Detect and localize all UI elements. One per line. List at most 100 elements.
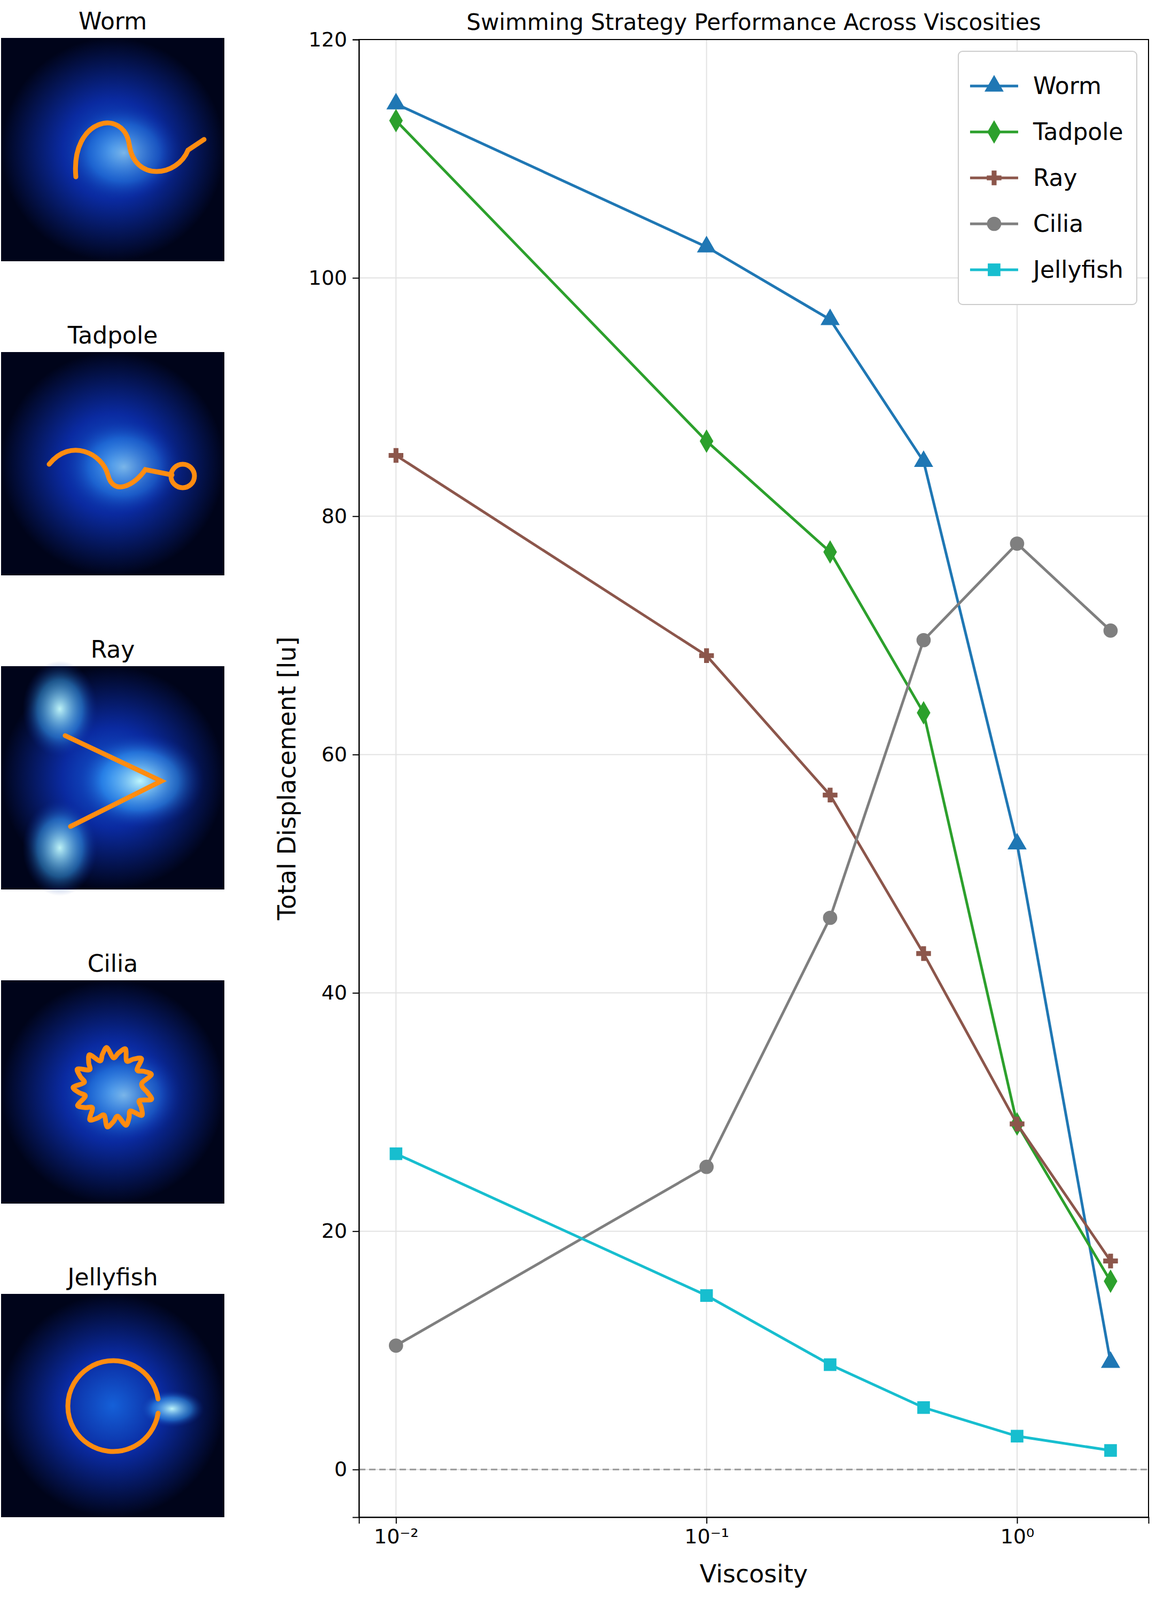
flow-glow bbox=[22, 799, 98, 896]
legend-label: Cilia bbox=[1033, 209, 1084, 238]
series-marker bbox=[389, 1147, 403, 1161]
series-marker bbox=[1103, 623, 1119, 638]
grid bbox=[358, 39, 1149, 1518]
x-axis-line bbox=[359, 1517, 1150, 1525]
thumbnail bbox=[1, 37, 225, 262]
panel-title: Cilia bbox=[87, 949, 138, 978]
grid-line-y bbox=[358, 1469, 1149, 1471]
x-tick-label: 10⁰ bbox=[1000, 1524, 1035, 1549]
y-tick-mark bbox=[352, 39, 359, 41]
panel-title: Tadpole bbox=[67, 321, 159, 349]
y-tick-label: 20 bbox=[321, 1219, 348, 1243]
y-tick: 40 bbox=[321, 980, 359, 1005]
y-axis: 020406080100120 bbox=[308, 27, 359, 1518]
legend-entry: Cilia bbox=[970, 209, 1084, 238]
y-tick-label: 60 bbox=[321, 742, 348, 767]
series-marker bbox=[823, 540, 837, 564]
legend-label: Jellyfish bbox=[1031, 255, 1124, 284]
reference-line bbox=[358, 1468, 1149, 1471]
thumbnail-background bbox=[1, 1293, 225, 1518]
legend-box bbox=[958, 51, 1137, 305]
y-axis-line bbox=[352, 40, 360, 1518]
legend-label: Worm bbox=[1033, 72, 1102, 100]
swimmer-body bbox=[73, 1047, 152, 1128]
x-tick-label: 10⁻¹ bbox=[684, 1524, 730, 1549]
swimmer-body bbox=[67, 1360, 159, 1452]
plot-frame bbox=[358, 39, 1149, 1518]
series-marker bbox=[1103, 1253, 1118, 1269]
y-tick: 80 bbox=[321, 504, 359, 528]
series-marker bbox=[388, 1338, 404, 1353]
x-tick-mark bbox=[1016, 1517, 1018, 1524]
series-line bbox=[395, 543, 1111, 1346]
panel-title: Ray bbox=[90, 635, 136, 663]
series-marker bbox=[389, 108, 403, 133]
legend-entry: Jellyfish bbox=[970, 255, 1124, 284]
legend-entry: Worm bbox=[970, 72, 1102, 100]
panel-title: Worm bbox=[78, 7, 147, 35]
grid-line-y bbox=[358, 992, 1149, 994]
swimmer-head bbox=[170, 464, 195, 488]
series-marker bbox=[699, 1159, 714, 1175]
swimmer-body bbox=[65, 735, 162, 827]
grid-line-y bbox=[358, 515, 1149, 517]
y-tick-label: 80 bbox=[321, 504, 348, 528]
x-tick: 10⁻¹ bbox=[684, 1517, 730, 1549]
thumbnail bbox=[1, 660, 225, 896]
flow-glow bbox=[65, 104, 183, 201]
series-marker bbox=[1104, 1443, 1118, 1457]
thumbnail-background bbox=[1, 352, 225, 576]
y-tick: 100 bbox=[308, 266, 359, 290]
series-marker bbox=[916, 633, 932, 648]
legend-marker bbox=[987, 263, 1001, 277]
flow-glow bbox=[65, 418, 183, 515]
series-marker bbox=[1010, 536, 1025, 551]
series-marker bbox=[697, 235, 717, 253]
y-tick: 0 bbox=[334, 1457, 359, 1481]
panel-title: Jellyfish bbox=[65, 1263, 158, 1291]
grid-line-y bbox=[358, 753, 1149, 755]
legend: Worm Tadpole Ray Cilia Jellyfish bbox=[958, 51, 1137, 305]
series-marker bbox=[917, 1401, 931, 1415]
legend-label: Tadpole bbox=[1032, 118, 1124, 146]
series-marker bbox=[1010, 1429, 1024, 1443]
series-marker bbox=[1009, 1116, 1025, 1131]
y-tick-mark bbox=[352, 277, 359, 279]
legend-entry: Tadpole bbox=[970, 118, 1124, 146]
thumbnail bbox=[1, 352, 225, 576]
x-axis-title: Viscosity bbox=[699, 1559, 809, 1589]
y-tick-label: 100 bbox=[308, 266, 348, 290]
legend-entry: Ray bbox=[970, 163, 1078, 192]
series-marker bbox=[820, 308, 840, 325]
series-marker bbox=[388, 448, 404, 463]
series-marker bbox=[916, 946, 931, 961]
x-tick-mark bbox=[706, 1517, 708, 1524]
grid-line-y bbox=[358, 1230, 1149, 1232]
x-tick: 10⁻² bbox=[373, 1517, 419, 1549]
x-tick-label: 10⁻² bbox=[373, 1524, 419, 1549]
swimmer-body bbox=[49, 450, 173, 488]
thumbnail bbox=[1, 980, 225, 1204]
thumbnail-background bbox=[1, 37, 225, 262]
series-marker bbox=[700, 1289, 714, 1302]
series-marker bbox=[823, 1358, 837, 1372]
x-tick-mark bbox=[395, 1517, 397, 1524]
legend-marker bbox=[987, 216, 1002, 232]
legend-label: Ray bbox=[1033, 163, 1078, 192]
thumbnail-background bbox=[1, 980, 225, 1204]
series-marker bbox=[822, 787, 838, 802]
series-marker bbox=[386, 92, 406, 110]
flow-glow bbox=[22, 660, 98, 757]
y-tick-label: 0 bbox=[334, 1457, 348, 1481]
series-marker bbox=[1007, 832, 1027, 850]
y-tick: 20 bbox=[321, 1219, 359, 1243]
legend-marker bbox=[986, 170, 1002, 185]
series-marker bbox=[914, 450, 934, 467]
series-marker bbox=[1103, 1269, 1118, 1293]
flow-glow bbox=[139, 1389, 205, 1428]
x-tick: 10⁰ bbox=[1000, 1517, 1035, 1549]
series-line bbox=[395, 455, 1111, 1261]
legend-marker bbox=[987, 120, 1001, 144]
grid-line-x bbox=[395, 39, 397, 1518]
series-marker bbox=[823, 910, 838, 926]
